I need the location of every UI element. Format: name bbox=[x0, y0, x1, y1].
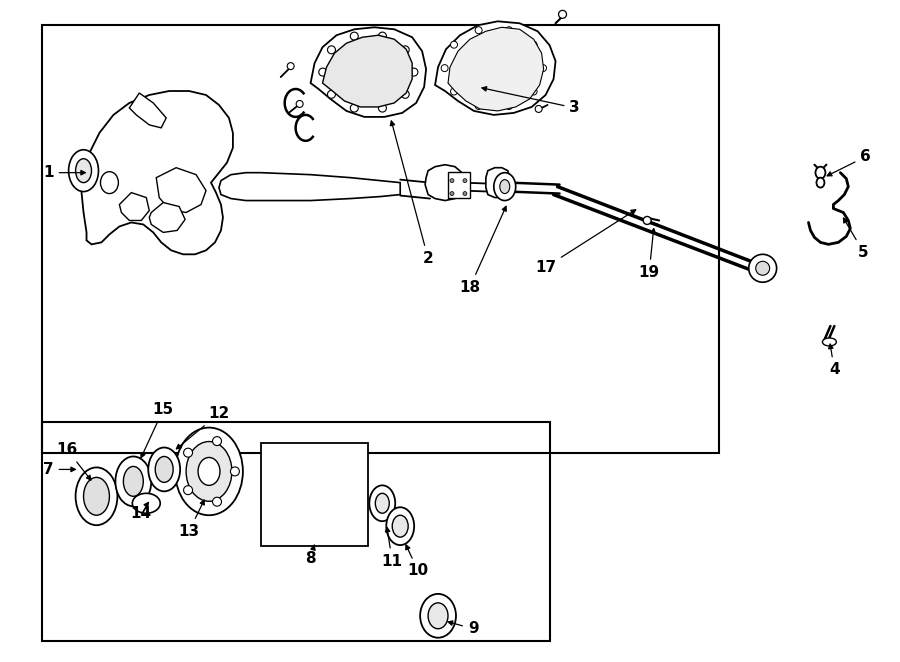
Bar bbox=[261, 442, 368, 546]
Polygon shape bbox=[486, 167, 509, 197]
Ellipse shape bbox=[816, 177, 824, 187]
Text: 14: 14 bbox=[130, 502, 151, 521]
Ellipse shape bbox=[494, 173, 516, 201]
Ellipse shape bbox=[450, 179, 454, 183]
Ellipse shape bbox=[328, 46, 336, 54]
Text: 1: 1 bbox=[43, 165, 86, 180]
Ellipse shape bbox=[123, 467, 143, 496]
Ellipse shape bbox=[184, 486, 193, 495]
Polygon shape bbox=[425, 165, 462, 201]
Ellipse shape bbox=[386, 507, 414, 545]
Ellipse shape bbox=[410, 68, 418, 76]
Text: 18: 18 bbox=[459, 207, 507, 295]
Polygon shape bbox=[120, 193, 149, 220]
Polygon shape bbox=[322, 35, 412, 107]
Ellipse shape bbox=[463, 191, 467, 195]
Ellipse shape bbox=[148, 448, 180, 491]
Text: 15: 15 bbox=[141, 402, 174, 457]
Text: 17: 17 bbox=[535, 210, 635, 275]
Ellipse shape bbox=[401, 46, 410, 54]
Text: 2: 2 bbox=[391, 121, 434, 266]
Text: 9: 9 bbox=[448, 621, 479, 636]
Ellipse shape bbox=[815, 167, 825, 179]
Ellipse shape bbox=[530, 41, 537, 48]
Text: 5: 5 bbox=[843, 218, 868, 260]
Ellipse shape bbox=[230, 467, 239, 476]
Text: 7: 7 bbox=[43, 462, 76, 477]
Ellipse shape bbox=[401, 90, 410, 99]
Text: 12: 12 bbox=[176, 406, 230, 449]
Polygon shape bbox=[149, 203, 185, 232]
Ellipse shape bbox=[378, 104, 386, 112]
Ellipse shape bbox=[392, 515, 409, 537]
Text: 13: 13 bbox=[178, 500, 204, 539]
Ellipse shape bbox=[176, 428, 243, 515]
Ellipse shape bbox=[506, 103, 512, 109]
Ellipse shape bbox=[115, 457, 151, 506]
Ellipse shape bbox=[756, 261, 770, 275]
Ellipse shape bbox=[475, 26, 482, 34]
Ellipse shape bbox=[539, 65, 546, 71]
Ellipse shape bbox=[536, 105, 542, 113]
Ellipse shape bbox=[84, 477, 110, 515]
Text: 4: 4 bbox=[829, 344, 840, 377]
Ellipse shape bbox=[559, 11, 566, 19]
Text: 16: 16 bbox=[57, 442, 91, 480]
Polygon shape bbox=[130, 93, 166, 128]
Text: 10: 10 bbox=[406, 545, 428, 579]
Ellipse shape bbox=[451, 88, 457, 95]
Ellipse shape bbox=[451, 41, 457, 48]
Ellipse shape bbox=[506, 26, 512, 34]
Ellipse shape bbox=[823, 338, 836, 346]
Ellipse shape bbox=[530, 88, 537, 95]
Ellipse shape bbox=[375, 493, 390, 513]
Ellipse shape bbox=[500, 179, 509, 193]
Ellipse shape bbox=[101, 171, 119, 193]
Ellipse shape bbox=[644, 216, 652, 224]
Ellipse shape bbox=[76, 159, 92, 183]
Polygon shape bbox=[448, 27, 544, 111]
Polygon shape bbox=[310, 27, 426, 117]
Ellipse shape bbox=[132, 493, 160, 513]
Polygon shape bbox=[435, 21, 555, 115]
Ellipse shape bbox=[441, 65, 448, 71]
Ellipse shape bbox=[328, 90, 336, 99]
Text: 19: 19 bbox=[639, 228, 660, 280]
Ellipse shape bbox=[428, 603, 448, 629]
Text: 3: 3 bbox=[482, 87, 580, 115]
Ellipse shape bbox=[198, 457, 220, 485]
Ellipse shape bbox=[186, 442, 232, 501]
Ellipse shape bbox=[475, 103, 482, 109]
Ellipse shape bbox=[749, 254, 777, 282]
Ellipse shape bbox=[76, 467, 117, 525]
Ellipse shape bbox=[296, 101, 303, 107]
Ellipse shape bbox=[369, 485, 395, 521]
Ellipse shape bbox=[68, 150, 98, 191]
Bar bbox=[41, 422, 550, 641]
Polygon shape bbox=[157, 167, 206, 213]
Text: 8: 8 bbox=[305, 545, 316, 565]
Bar bbox=[41, 25, 719, 453]
Ellipse shape bbox=[212, 497, 221, 506]
Bar bbox=[448, 171, 470, 197]
Ellipse shape bbox=[350, 104, 358, 112]
Text: 6: 6 bbox=[827, 149, 871, 176]
Polygon shape bbox=[219, 173, 400, 201]
Ellipse shape bbox=[350, 32, 358, 40]
Ellipse shape bbox=[319, 68, 327, 76]
Ellipse shape bbox=[420, 594, 456, 638]
Text: 11: 11 bbox=[382, 528, 402, 569]
Ellipse shape bbox=[463, 179, 467, 183]
Polygon shape bbox=[82, 91, 233, 254]
Ellipse shape bbox=[378, 32, 386, 40]
Ellipse shape bbox=[450, 191, 454, 195]
Ellipse shape bbox=[287, 63, 294, 70]
Ellipse shape bbox=[212, 437, 221, 446]
Ellipse shape bbox=[155, 457, 173, 483]
Ellipse shape bbox=[184, 448, 193, 457]
